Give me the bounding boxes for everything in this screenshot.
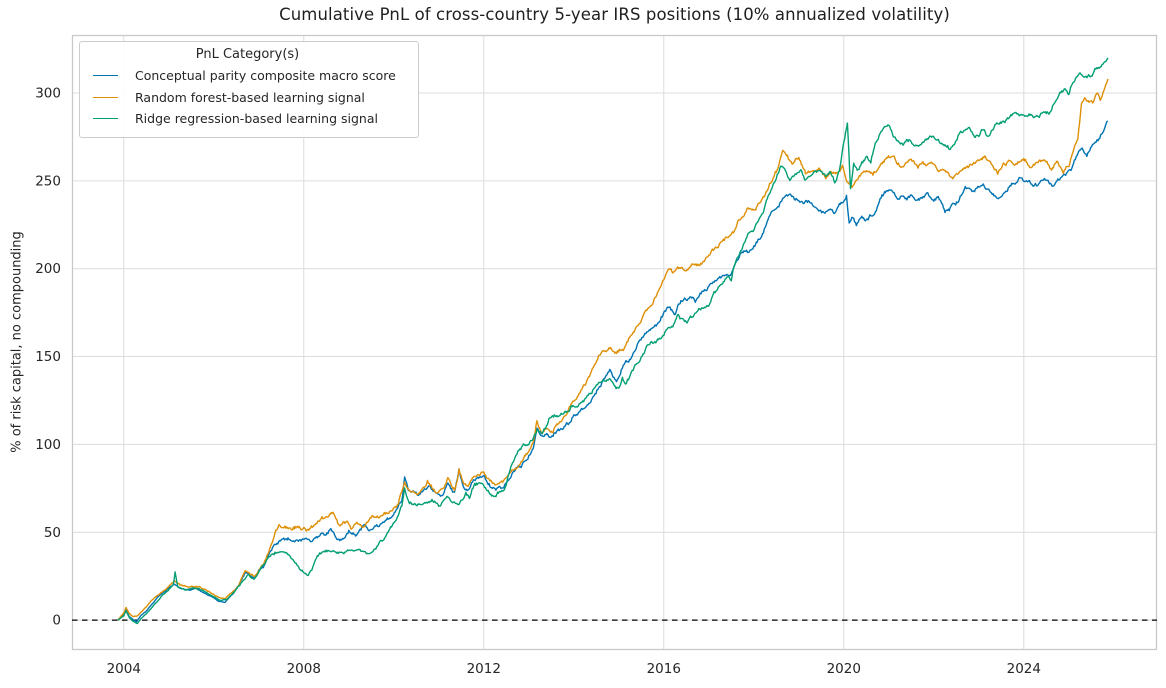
- x-tick-label: 2024: [1007, 661, 1041, 677]
- legend: PnL Category(s) Conceptual parity compos…: [79, 41, 419, 138]
- y-tick-label: 50: [44, 525, 61, 541]
- legend-item-label: Ridge regression-based learning signal: [135, 111, 378, 127]
- legend-item: Conceptual parity composite macro score: [87, 65, 408, 87]
- legend-line-swatch: [93, 96, 118, 98]
- y-tick-label: 100: [35, 437, 61, 453]
- legend-item: Ridge regression-based learning signal: [87, 108, 408, 130]
- y-axis-label: % of risk capital, no compounding: [9, 231, 25, 453]
- y-tick-label: 0: [52, 613, 61, 629]
- legend-title: PnL Category(s): [195, 47, 300, 62]
- legend-line-swatch: [93, 75, 118, 77]
- series-line-ridge-regression: [117, 57, 1109, 625]
- legend-line-swatch: [93, 118, 118, 120]
- x-tick-label: 2004: [107, 661, 141, 677]
- plot-border: [71, 34, 1158, 651]
- series-line-conceptual-parity: [117, 120, 1109, 623]
- x-tick-label: 2008: [287, 661, 321, 677]
- legend-item-label: Random forest-based learning signal: [135, 89, 365, 105]
- chart-title: Cumulative PnL of cross-country 5-year I…: [279, 5, 950, 24]
- x-tick-label: 2016: [647, 661, 681, 677]
- x-tick-label: 2012: [467, 661, 501, 677]
- legend-item: Random forest-based learning signal: [87, 87, 408, 109]
- legend-item-label: Conceptual parity composite macro score: [135, 68, 396, 84]
- x-tick-label: 2020: [827, 661, 861, 677]
- y-tick-label: 150: [35, 349, 61, 365]
- y-tick-label: 200: [35, 261, 61, 277]
- series-line-random-forest: [117, 78, 1109, 621]
- y-tick-label: 300: [35, 85, 61, 101]
- y-tick-label: 250: [35, 173, 61, 189]
